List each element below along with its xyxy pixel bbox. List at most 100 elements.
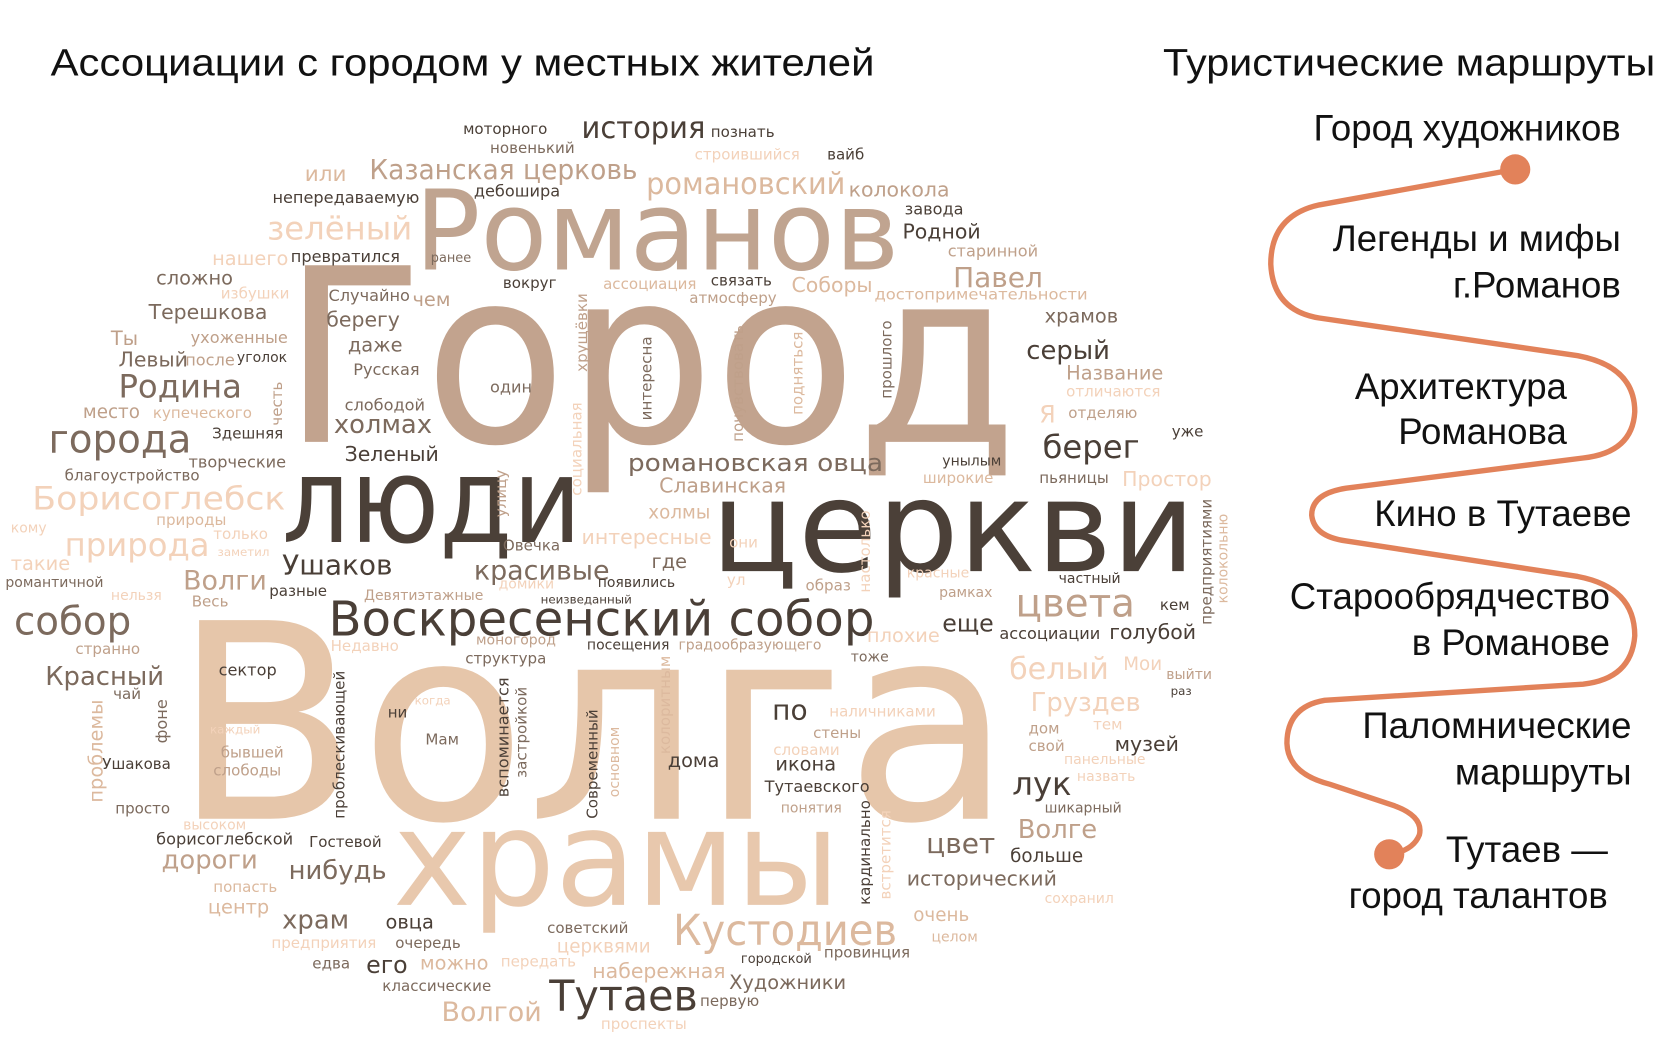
route-item-4[interactable]: Кино в Тутаеве [1374, 493, 1631, 534]
word-cloud-heading: Ассоциации с городом у местных жителей [51, 42, 875, 84]
cloud-word: Воскресенский собор [328, 592, 874, 648]
cloud-word: каждый [210, 723, 260, 737]
route-item-5-line-2[interactable]: в Романове [1412, 622, 1610, 663]
cloud-word: попасть [213, 878, 277, 896]
cloud-word: Современный [584, 709, 602, 818]
route-start-dot [1500, 154, 1531, 185]
route-line [1268, 166, 1638, 857]
cloud-word: проблемы [84, 700, 107, 803]
cloud-word: унылым [942, 454, 1001, 470]
cloud-word: красные [907, 566, 969, 582]
cloud-word: берег [1042, 428, 1139, 466]
cloud-word: вокруг [503, 274, 557, 292]
cloud-word: города [48, 418, 191, 463]
cloud-word: дом [1028, 720, 1059, 738]
cloud-word: прошлого [878, 320, 896, 398]
cloud-word: основном [607, 727, 623, 798]
cloud-word: Волга [172, 567, 1012, 884]
cloud-word: тем [1093, 715, 1122, 733]
cloud-word: избушки [221, 285, 290, 303]
route-item-3-line-1[interactable]: Архитектура [1355, 366, 1568, 407]
cloud-word: широкие [923, 469, 994, 487]
cloud-word: очередь [395, 934, 461, 952]
route-item-7-line-1[interactable]: Тутаев — [1446, 829, 1608, 870]
route-item-2-line-1[interactable]: Легенды и мифы [1333, 218, 1621, 259]
cloud-word: хрущёвки [573, 293, 591, 372]
cloud-word: люди [282, 432, 581, 570]
cloud-word: Название [1066, 361, 1163, 384]
cloud-word: наличниками [829, 702, 936, 720]
route-item-5-line-1[interactable]: Старообрядчество [1290, 576, 1610, 617]
cloud-word: градообразующего [678, 638, 821, 654]
cloud-word: колокола [849, 177, 950, 201]
cloud-word: ни [388, 704, 408, 722]
cloud-word: собор [14, 600, 131, 645]
cloud-word: по [772, 694, 807, 727]
cloud-word: очень [913, 905, 969, 926]
cloud-word: можно [420, 952, 488, 975]
cloud-word: Я [1039, 400, 1055, 428]
cloud-word: просто [115, 799, 170, 817]
cloud-word: сектор [219, 661, 277, 680]
cloud-word: едва [312, 954, 350, 972]
cloud-word: икона [775, 752, 836, 775]
cloud-word: бывшей [221, 743, 284, 761]
routes-heading: Туристические маршруты [1163, 42, 1655, 84]
cloud-word: уголок [237, 350, 287, 366]
cloud-word: Овечка [503, 537, 560, 555]
word-cloud: Город Волга Романов храмы люди церквиВоскресе… [5, 111, 1231, 1033]
cloud-word: предприятия [271, 934, 376, 952]
route-item-7-line-2[interactable]: город талантов [1349, 875, 1608, 916]
cloud-word: Борисоглебск [32, 480, 285, 518]
cloud-word: колокольню [1216, 513, 1232, 603]
cloud-word: Волгой [442, 997, 542, 1028]
cloud-word: Мам [425, 730, 459, 748]
cloud-word: посещения [587, 638, 670, 654]
cloud-word: целом [932, 930, 978, 946]
cloud-word: фоне [152, 699, 171, 743]
route-item-1[interactable]: Город художников [1313, 107, 1620, 148]
cloud-word: дебошира [474, 181, 560, 200]
route-item-6-line-1[interactable]: Паломнические [1362, 705, 1631, 746]
cloud-word: отличаются [1066, 383, 1160, 401]
cloud-word: Соборы [792, 273, 873, 297]
cloud-word: после [185, 350, 235, 369]
cloud-word: романовская овца [628, 449, 883, 477]
cloud-word: холмы [648, 502, 710, 523]
cloud-word: уже [1172, 422, 1204, 440]
cloud-word: атмосферу [689, 289, 777, 307]
route-item-2-line-2[interactable]: г.Романов [1453, 265, 1621, 306]
cloud-word: Русская [353, 360, 419, 379]
cloud-word: Казанская церковь [369, 153, 637, 186]
cloud-word: Павел [953, 261, 1043, 294]
cloud-word: исторический [907, 867, 1057, 891]
cloud-word: почувствовать [729, 325, 747, 442]
cloud-word: Волги [183, 565, 267, 596]
cloud-word: один [490, 377, 532, 396]
cloud-word: белый [1009, 652, 1109, 687]
cloud-word: место [83, 402, 140, 423]
cloud-word: пьяницы [1039, 469, 1109, 487]
cloud-word: слободы [213, 762, 281, 780]
cloud-word: словами [773, 741, 839, 759]
cloud-word: достопримечательности [874, 286, 1087, 304]
cloud-word: отделяю [1068, 404, 1137, 422]
cloud-word: неизведанный [541, 592, 632, 606]
route-item-3-line-2[interactable]: Романова [1398, 411, 1567, 452]
cloud-word: Славинская [659, 473, 786, 497]
cloud-word: Гостевой [309, 833, 382, 851]
cloud-word: колоритным [656, 656, 674, 754]
cloud-word: завода [905, 200, 964, 219]
cloud-word: строившийся [695, 146, 800, 164]
cloud-word: разные [269, 582, 327, 600]
cloud-word: честь [268, 382, 286, 426]
cloud-word: даже [348, 333, 403, 356]
cloud-word: ассоциация [603, 275, 696, 293]
cloud-word: связать [711, 272, 772, 290]
cloud-word: храмов [1045, 304, 1119, 327]
cloud-word: назвать [1077, 769, 1135, 785]
route-item-6-line-2[interactable]: маршруты [1455, 751, 1632, 792]
cloud-word: слободой [345, 396, 425, 415]
cloud-word: лук [1012, 765, 1071, 803]
cloud-word: встретится [877, 810, 895, 899]
